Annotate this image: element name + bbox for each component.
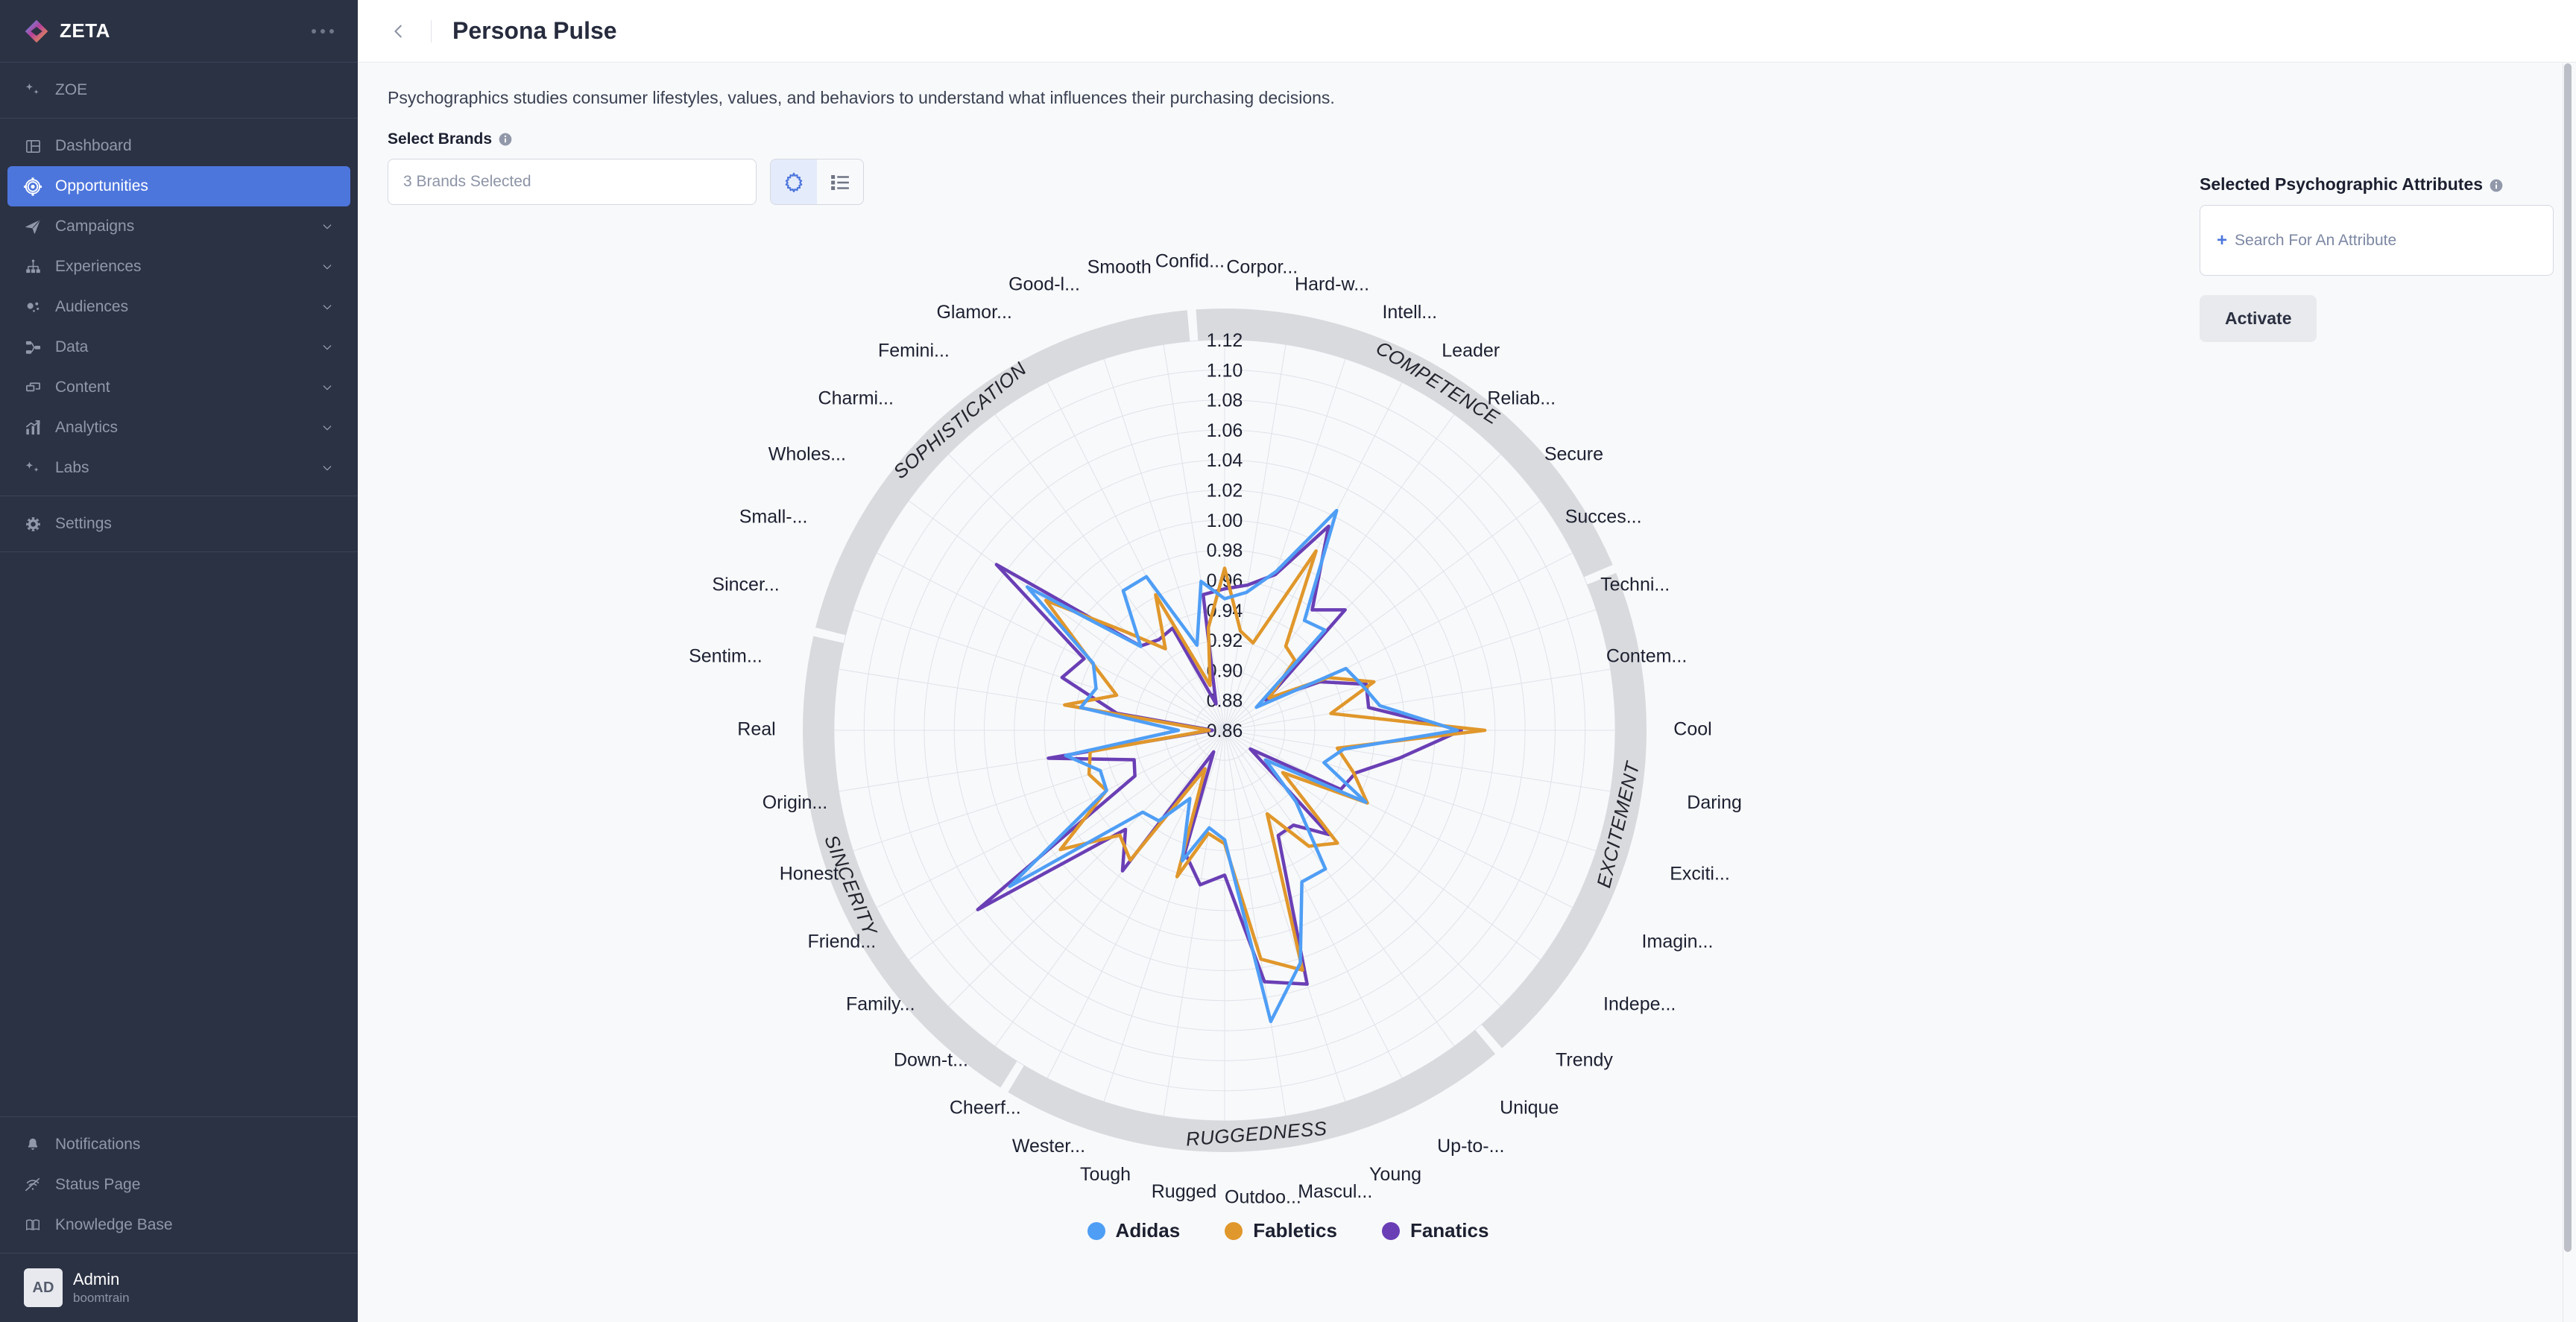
svg-text:0.90: 0.90: [1207, 660, 1243, 681]
svg-text:Friend...: Friend...: [807, 932, 876, 952]
svg-text:Leader: Leader: [1442, 341, 1500, 361]
svg-text:Wester...: Wester...: [1012, 1136, 1085, 1157]
svg-text:Up-to-...: Up-to-...: [1437, 1136, 1504, 1157]
svg-text:Femini...: Femini...: [878, 341, 950, 361]
svg-text:Glamor...: Glamor...: [936, 302, 1011, 323]
svg-text:Charmi...: Charmi...: [818, 388, 894, 409]
svg-text:COMPETENCE: COMPETENCE: [1372, 336, 1503, 428]
svg-text:0.86: 0.86: [1207, 721, 1243, 741]
svg-text:Outdoo...: Outdoo...: [1225, 1187, 1301, 1208]
svg-text:Contem...: Contem...: [1606, 645, 1687, 666]
svg-text:Wholes...: Wholes...: [768, 443, 846, 464]
svg-text:0.98: 0.98: [1207, 540, 1243, 561]
svg-text:Down-t...: Down-t...: [894, 1050, 968, 1071]
svg-text:1.10: 1.10: [1207, 360, 1243, 381]
svg-text:SINCERITY: SINCERITY: [820, 832, 882, 940]
svg-text:Real: Real: [737, 719, 775, 740]
svg-text:RUGGEDNESS: RUGGEDNESS: [1185, 1117, 1328, 1151]
svg-text:0.92: 0.92: [1207, 630, 1243, 651]
svg-text:Imagin...: Imagin...: [1642, 932, 1714, 952]
svg-text:Techni...: Techni...: [1600, 575, 1670, 595]
svg-text:Cool: Cool: [1673, 719, 1711, 740]
svg-text:Sentim...: Sentim...: [689, 645, 763, 666]
svg-text:Small-...: Small-...: [739, 506, 808, 527]
svg-text:Secure: Secure: [1544, 443, 1603, 464]
svg-text:SOPHISTICATION: SOPHISTICATION: [889, 358, 1031, 484]
svg-text:1.08: 1.08: [1207, 390, 1243, 411]
svg-text:Cheerf...: Cheerf...: [950, 1098, 1021, 1119]
svg-text:Corpor...: Corpor...: [1226, 256, 1298, 277]
svg-text:EXCITEMENT: EXCITEMENT: [1592, 759, 1644, 890]
svg-text:Confid...: Confid...: [1155, 251, 1225, 272]
svg-text:Indepe...: Indepe...: [1603, 994, 1676, 1015]
svg-text:Hard-w...: Hard-w...: [1295, 273, 1369, 294]
svg-text:Unique: Unique: [1500, 1098, 1559, 1119]
svg-text:0.88: 0.88: [1207, 691, 1243, 712]
svg-text:Rugged: Rugged: [1152, 1181, 1217, 1202]
svg-text:Reliab...: Reliab...: [1487, 388, 1556, 409]
svg-text:Smooth: Smooth: [1087, 256, 1152, 277]
svg-text:Young: Young: [1369, 1164, 1421, 1185]
svg-text:Family...: Family...: [846, 994, 915, 1015]
svg-text:1.12: 1.12: [1207, 330, 1243, 351]
svg-text:Trendy: Trendy: [1556, 1050, 1613, 1071]
svg-text:Good-l...: Good-l...: [1008, 273, 1080, 294]
svg-text:Intell...: Intell...: [1382, 302, 1437, 323]
svg-text:0.96: 0.96: [1207, 570, 1243, 591]
svg-text:Daring: Daring: [1687, 792, 1742, 813]
svg-text:Honest: Honest: [780, 864, 839, 885]
svg-text:Tough: Tough: [1080, 1164, 1131, 1185]
svg-text:1.06: 1.06: [1207, 420, 1243, 441]
svg-text:0.94: 0.94: [1207, 601, 1243, 622]
svg-text:1.00: 1.00: [1207, 510, 1243, 531]
svg-text:Exciti...: Exciti...: [1670, 864, 1730, 885]
svg-text:Origin...: Origin...: [763, 792, 828, 813]
svg-text:1.02: 1.02: [1207, 481, 1243, 502]
svg-text:Succes...: Succes...: [1565, 506, 1642, 527]
svg-text:Mascul...: Mascul...: [1298, 1181, 1372, 1202]
svg-text:Sincer...: Sincer...: [712, 575, 779, 595]
svg-text:1.04: 1.04: [1207, 450, 1243, 471]
